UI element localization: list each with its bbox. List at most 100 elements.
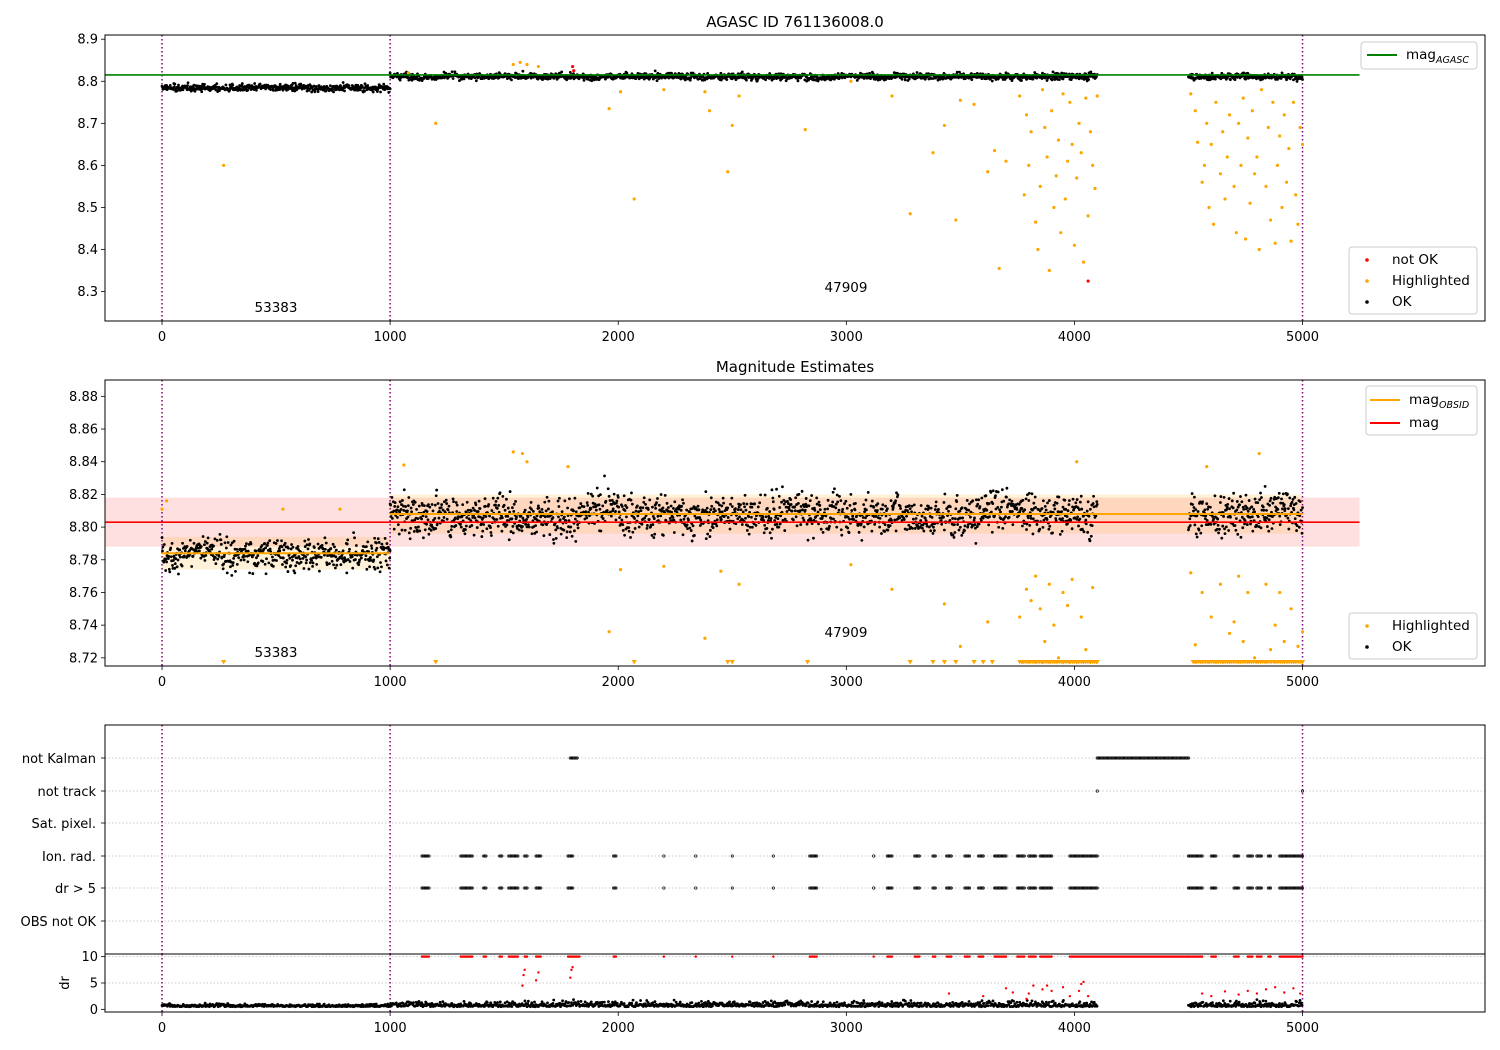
chart2-ok-point	[1223, 532, 1227, 536]
chart2-ok-point	[589, 507, 593, 510]
chart1-ok-point	[398, 78, 402, 82]
chart1-highlighted-point	[1227, 113, 1232, 117]
chart2-ok-point	[316, 542, 320, 546]
chart2-ok-point	[680, 504, 684, 508]
chart2-ok-point	[642, 496, 646, 500]
chart2-ok-point	[1209, 522, 1213, 526]
chart2-ok-point	[446, 508, 450, 512]
chart2-ok-point	[957, 528, 961, 532]
chart2-highlighted-point	[986, 620, 990, 624]
chart2-ok-point	[697, 508, 701, 512]
chart2-ok-point	[994, 494, 997, 498]
chart2-highlighted-point	[849, 563, 853, 567]
chart2-ok-point	[1076, 515, 1080, 519]
chart2-ok-point	[899, 507, 903, 510]
chart2-highlighted-point	[1205, 465, 1209, 469]
chart1-ok-point	[181, 88, 185, 92]
chart1-highlighted-point	[931, 151, 935, 155]
chart2-ok-point	[836, 500, 840, 504]
chart2-ok-point	[709, 496, 713, 500]
chart2-ok-point	[1259, 526, 1263, 530]
chart2-ok-point	[289, 564, 293, 568]
chart2-ok-point	[510, 506, 514, 510]
chart2-ok-point	[311, 565, 314, 568]
chart2-ok-point	[501, 494, 505, 498]
chart2-ok-point	[437, 516, 441, 520]
chart2-ok-point	[847, 531, 851, 534]
chart2-legend-obs-label: mag	[1409, 392, 1439, 408]
chart2-ok-point	[789, 498, 793, 501]
chart2-ok-point	[450, 525, 454, 528]
chart2-ok-point	[422, 504, 426, 507]
chart2-ok-point	[1206, 507, 1210, 511]
chart2-ok-point	[999, 510, 1002, 514]
chart1-ok-point	[1229, 78, 1232, 82]
chart2-ok-point	[812, 536, 815, 540]
chart2-ok-point	[691, 524, 695, 528]
chart2-ok-point	[366, 540, 370, 544]
chart2-ok-point	[178, 548, 182, 552]
chart2-ok-point	[215, 538, 219, 542]
chart2-ok-point	[1030, 492, 1034, 496]
chart1-ok-point	[310, 90, 314, 94]
chart1-highlighted-point	[1022, 193, 1026, 197]
chart1-highlighted-point	[1040, 88, 1045, 92]
chart2-ok-point	[508, 490, 512, 493]
chart2-highlighted-point	[566, 465, 570, 469]
chart1-highlighted-point	[1086, 214, 1090, 218]
chart2-highlighted-point	[1047, 582, 1051, 586]
chart2-ok-point	[455, 510, 459, 513]
chart1-ok-point	[278, 82, 282, 86]
chart2-ok-point	[1269, 496, 1273, 500]
chart2-ok-point	[1015, 507, 1019, 511]
chart2-ok-point	[1001, 526, 1005, 530]
panel-3-background	[105, 725, 1485, 954]
chart2-ok-point	[1234, 528, 1238, 532]
chart2-ok-point	[310, 558, 314, 562]
chart2-ok-point	[770, 536, 773, 540]
chart2-ok-point	[274, 542, 278, 545]
chart2-ok-point	[768, 510, 772, 513]
chart2-ok-point	[1192, 509, 1195, 513]
chart2-ok-point	[940, 522, 944, 526]
chart2-ok-point	[1235, 500, 1239, 503]
chart2-ok-point	[472, 533, 476, 537]
chart2-ok-point	[199, 545, 203, 548]
chart2-ok-point	[578, 506, 582, 510]
chart2-ok-point	[652, 517, 656, 520]
chart2-ok-point	[565, 536, 569, 540]
chart2-ok-point	[188, 538, 192, 542]
chart2-ok-point	[465, 500, 469, 504]
chart2-ok-point	[1068, 499, 1071, 503]
chart2-ok-point	[768, 531, 772, 535]
chart1-highlighted-point	[1209, 142, 1213, 146]
chart2-ok-point	[348, 547, 351, 551]
chart2-ok-point	[1087, 514, 1091, 518]
chart2-ok-point	[988, 515, 991, 519]
chart2-ok-point	[517, 528, 521, 532]
chart2-ok-point	[305, 558, 309, 562]
chart2-ok-point	[1281, 507, 1284, 511]
chart2-ok-point	[963, 524, 967, 528]
chart2-ok-point	[1282, 503, 1286, 506]
chart2-ok-point	[201, 535, 205, 538]
chart2-ok-point	[451, 497, 455, 501]
chart2-ok-point	[805, 522, 809, 526]
chart2-ok-point	[479, 515, 482, 519]
chart2-ok-point	[242, 558, 246, 562]
chart2-ok-point	[348, 560, 352, 563]
chart2-ok-point	[1044, 508, 1048, 512]
chart1-highlighted-point	[1259, 88, 1264, 92]
chart2-ok-point	[415, 508, 418, 511]
chart1-ok-point	[796, 79, 800, 83]
chart2-highlighted-point	[1218, 582, 1223, 586]
chart1-highlighted-point	[1205, 121, 1209, 125]
chart2-ok-point	[1007, 515, 1011, 519]
chart2-ok-point	[832, 517, 835, 521]
chart2-ok-point	[330, 559, 334, 563]
chart2-ok-point	[1212, 517, 1215, 521]
chart2-ok-point	[393, 505, 397, 508]
chart2-ok-point	[219, 538, 223, 542]
chart2-ok-point	[485, 527, 489, 531]
chart1-highlighted-point	[511, 62, 515, 67]
